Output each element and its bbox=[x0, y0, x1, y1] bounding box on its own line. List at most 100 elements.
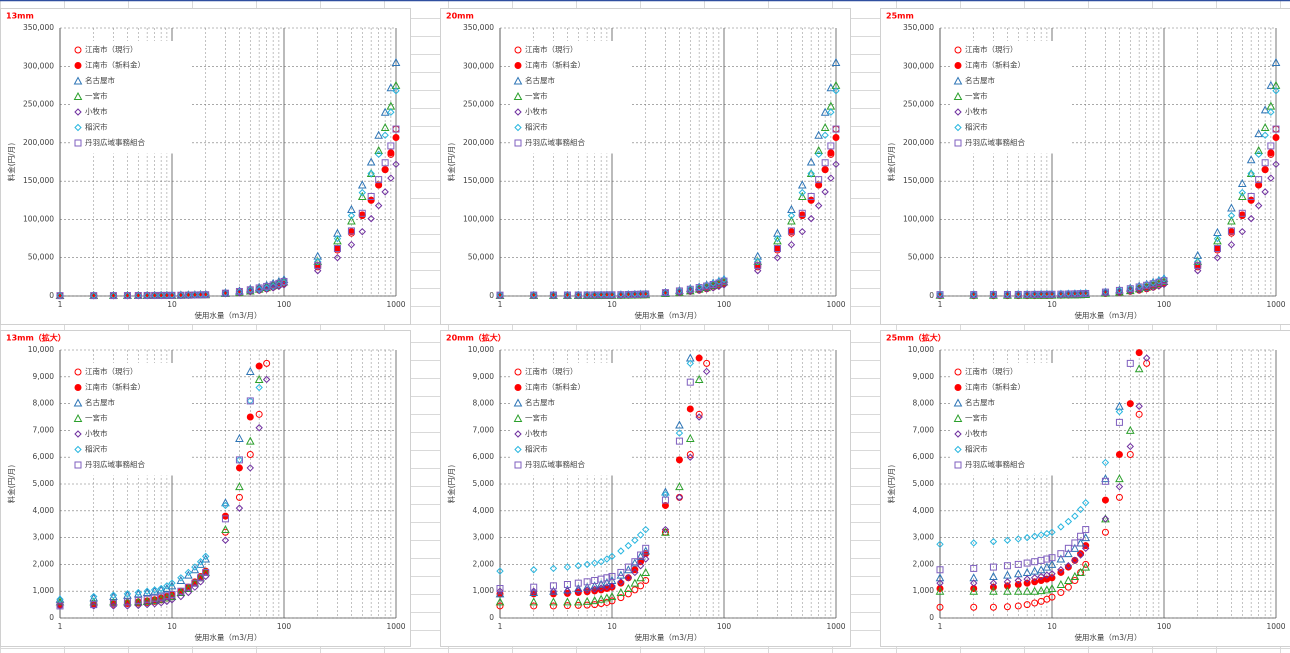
marker bbox=[617, 290, 625, 298]
marker bbox=[702, 285, 711, 293]
marker bbox=[150, 600, 159, 608]
marker bbox=[1227, 203, 1236, 212]
marker bbox=[123, 292, 131, 300]
marker bbox=[1194, 257, 1202, 266]
marker bbox=[255, 362, 263, 370]
marker bbox=[1115, 418, 1123, 426]
marker bbox=[1213, 245, 1221, 253]
marker bbox=[275, 279, 283, 287]
marker bbox=[1142, 354, 1151, 362]
chart-area bbox=[880, 330, 1290, 647]
marker bbox=[1076, 538, 1085, 547]
y-tick-label: 0 bbox=[929, 613, 934, 622]
marker bbox=[197, 574, 205, 582]
marker bbox=[1227, 227, 1235, 235]
marker bbox=[1057, 589, 1065, 597]
x-tick-label: 100 bbox=[717, 300, 732, 309]
marker bbox=[157, 584, 165, 593]
marker bbox=[1071, 539, 1079, 547]
legend-label: 稲沢市 bbox=[525, 122, 548, 132]
marker bbox=[246, 397, 254, 405]
marker bbox=[333, 236, 342, 245]
marker bbox=[702, 281, 711, 289]
marker bbox=[375, 181, 383, 189]
y-tick-label: 250,000 bbox=[23, 100, 54, 109]
legend-label: 丹羽広域事務組合 bbox=[965, 459, 1025, 469]
marker bbox=[1101, 458, 1110, 467]
marker bbox=[797, 191, 807, 200]
marker bbox=[582, 582, 592, 591]
marker bbox=[529, 597, 539, 606]
marker bbox=[549, 582, 557, 590]
marker bbox=[177, 587, 185, 595]
marker bbox=[549, 564, 558, 573]
chart: 20mm（拡大） 料金(円/月) 使用水量（m3/月） 0 1,000 2,000 3,00… bbox=[440, 330, 851, 647]
marker bbox=[1126, 400, 1134, 408]
marker bbox=[1022, 586, 1032, 595]
y-tick-label: 50,000 bbox=[28, 253, 54, 262]
marker bbox=[583, 586, 591, 594]
marker bbox=[381, 166, 389, 174]
marker bbox=[989, 579, 998, 587]
y-tick-label: 9,000 bbox=[473, 372, 495, 381]
marker bbox=[269, 282, 277, 291]
marker bbox=[1142, 284, 1151, 293]
marker bbox=[1031, 599, 1039, 607]
marker bbox=[1213, 254, 1222, 262]
legend-label: 小牧市 bbox=[965, 428, 988, 438]
y-tick-label: 50,000 bbox=[468, 253, 494, 262]
marker bbox=[1037, 576, 1045, 584]
marker bbox=[1057, 289, 1065, 298]
marker bbox=[574, 579, 582, 587]
y-tick-label: 6,000 bbox=[913, 452, 935, 461]
marker bbox=[1023, 559, 1031, 567]
marker bbox=[686, 451, 694, 459]
marker bbox=[624, 590, 632, 598]
marker bbox=[314, 267, 322, 275]
legend-marker bbox=[953, 76, 963, 85]
marker bbox=[1227, 211, 1236, 220]
marker bbox=[1023, 290, 1031, 298]
marker bbox=[1047, 559, 1057, 568]
marker bbox=[190, 565, 200, 574]
marker bbox=[563, 597, 572, 606]
legend-marker bbox=[954, 384, 962, 391]
legend-label: 小牧市 bbox=[965, 106, 988, 116]
legend-marker bbox=[74, 445, 82, 454]
marker bbox=[235, 464, 243, 472]
x-tick-label: 10 bbox=[607, 622, 617, 631]
marker bbox=[563, 291, 571, 299]
marker bbox=[235, 287, 243, 295]
marker bbox=[1037, 531, 1045, 539]
marker bbox=[1023, 533, 1031, 542]
x-tick-label: 1 bbox=[58, 300, 63, 309]
marker bbox=[807, 192, 815, 200]
x-tick-label: 1000 bbox=[386, 300, 405, 309]
marker bbox=[55, 597, 65, 606]
plot-points bbox=[495, 57, 841, 300]
marker bbox=[702, 367, 711, 376]
marker bbox=[1247, 192, 1255, 200]
y-tick-label: 1,000 bbox=[33, 586, 55, 595]
marker bbox=[143, 291, 151, 299]
legend-marker bbox=[73, 91, 83, 100]
legend-marker bbox=[74, 123, 82, 132]
marker bbox=[573, 597, 583, 606]
marker bbox=[1246, 155, 1256, 164]
legend-marker bbox=[514, 62, 522, 69]
marker bbox=[254, 282, 264, 291]
marker bbox=[827, 142, 835, 150]
marker bbox=[1064, 289, 1073, 297]
marker bbox=[1247, 214, 1255, 223]
y-tick-label: 1,000 bbox=[473, 586, 495, 595]
marker bbox=[163, 597, 171, 606]
marker bbox=[820, 122, 830, 132]
marker bbox=[387, 142, 395, 150]
marker bbox=[936, 579, 944, 587]
legend-marker bbox=[73, 398, 83, 407]
y-tick-label: 250,000 bbox=[463, 100, 494, 109]
marker bbox=[807, 169, 815, 178]
marker bbox=[221, 498, 230, 507]
marker bbox=[530, 566, 538, 574]
marker bbox=[1135, 283, 1143, 291]
